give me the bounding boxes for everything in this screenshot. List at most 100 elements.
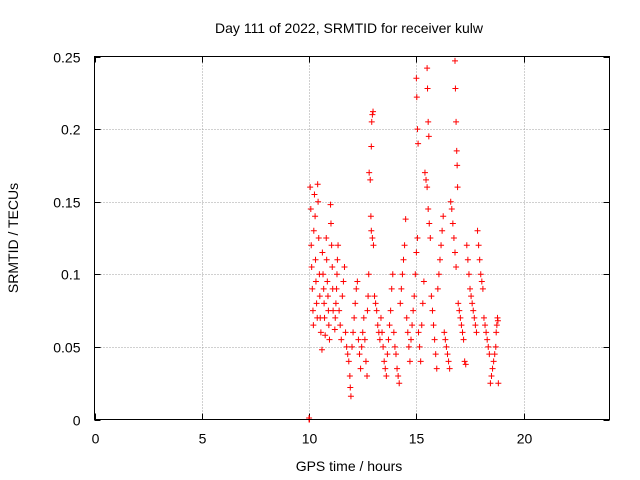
data-point	[413, 94, 420, 101]
data-point	[460, 336, 467, 343]
data-point	[368, 227, 375, 234]
data-point	[474, 227, 481, 234]
data-point	[323, 256, 330, 263]
data-point	[397, 300, 404, 307]
data-point	[398, 285, 405, 292]
data-point	[432, 351, 439, 358]
data-point	[479, 285, 486, 292]
data-point	[469, 300, 476, 307]
data-point	[408, 336, 415, 343]
data-point	[445, 358, 452, 365]
data-point	[414, 126, 421, 133]
data-point	[495, 380, 502, 387]
data-point	[335, 242, 342, 249]
data-point	[326, 336, 333, 343]
data-point	[454, 184, 461, 191]
data-point	[464, 256, 471, 263]
data-point	[339, 293, 346, 300]
x-tick-label: 15	[409, 431, 425, 447]
data-point	[333, 285, 340, 292]
data-point	[417, 358, 424, 365]
data-point	[412, 271, 419, 278]
data-point	[473, 329, 480, 336]
data-point	[476, 256, 483, 263]
data-point	[337, 322, 344, 329]
data-point	[376, 336, 383, 343]
data-point	[443, 343, 450, 350]
data-point	[414, 235, 421, 241]
data-point	[391, 343, 398, 350]
data-point	[349, 343, 355, 350]
data-point	[380, 343, 387, 350]
data-point	[342, 329, 349, 336]
y-tick-label: 0.25	[53, 50, 80, 66]
data-point	[459, 329, 466, 336]
data-point	[413, 75, 420, 82]
data-point	[327, 201, 334, 208]
data-point	[367, 176, 374, 183]
y-tick-label: 0.1	[61, 267, 81, 283]
data-point	[458, 322, 465, 329]
data-point	[322, 332, 329, 339]
data-point	[392, 351, 399, 358]
data-point	[321, 300, 328, 307]
data-point	[324, 293, 331, 300]
data-point	[381, 358, 388, 365]
data-point	[373, 307, 380, 314]
data-point	[487, 380, 494, 387]
data-point	[317, 329, 324, 336]
data-point	[470, 307, 477, 314]
data-point	[472, 322, 479, 329]
data-point	[424, 85, 431, 92]
data-point	[396, 380, 403, 387]
data-point	[418, 322, 425, 329]
data-point	[413, 249, 420, 256]
data-point	[490, 358, 497, 365]
data-point	[467, 285, 474, 292]
x-axis-label: GPS time / hours	[296, 458, 403, 474]
data-point	[390, 329, 397, 336]
data-point	[446, 365, 453, 372]
data-point	[488, 372, 495, 379]
data-point	[423, 176, 430, 183]
data-point	[421, 169, 428, 176]
data-point	[346, 372, 353, 379]
data-point	[332, 300, 339, 307]
data-point	[307, 184, 314, 191]
data-point	[406, 358, 413, 365]
data-point	[448, 205, 455, 212]
data-point	[489, 365, 496, 372]
data-point	[336, 307, 343, 314]
data-point	[359, 329, 366, 336]
data-point	[315, 198, 322, 205]
data-point	[320, 285, 327, 292]
data-point	[431, 336, 438, 343]
data-point	[323, 235, 330, 241]
data-point	[400, 256, 407, 263]
data-point	[404, 329, 411, 336]
data-point	[461, 358, 468, 365]
data-point	[462, 361, 469, 368]
x-tick-label: 10	[302, 431, 318, 447]
data-point	[324, 278, 331, 285]
axis-ticks: 0 5 10 15 20 0 0.05 0.1 0.15 0.2 0.25	[53, 50, 610, 447]
data-point	[368, 143, 375, 150]
data-point	[485, 343, 492, 350]
x-tick-label: 5	[199, 431, 207, 447]
data-point	[389, 271, 396, 278]
data-point	[310, 227, 317, 234]
data-point	[426, 220, 433, 227]
x-tick-label: 0	[92, 431, 100, 447]
data-point	[341, 264, 348, 271]
data-point	[308, 264, 315, 271]
data-point	[360, 314, 367, 321]
chart-title: Day 111 of 2022, SRMTID for receiver kul…	[215, 20, 484, 36]
data-point	[315, 235, 322, 241]
data-point	[371, 293, 378, 300]
data-point	[330, 307, 337, 314]
data-point	[424, 184, 431, 191]
data-point	[316, 293, 323, 300]
data-point	[484, 336, 491, 343]
data-point	[411, 293, 418, 300]
data-point	[388, 285, 395, 292]
